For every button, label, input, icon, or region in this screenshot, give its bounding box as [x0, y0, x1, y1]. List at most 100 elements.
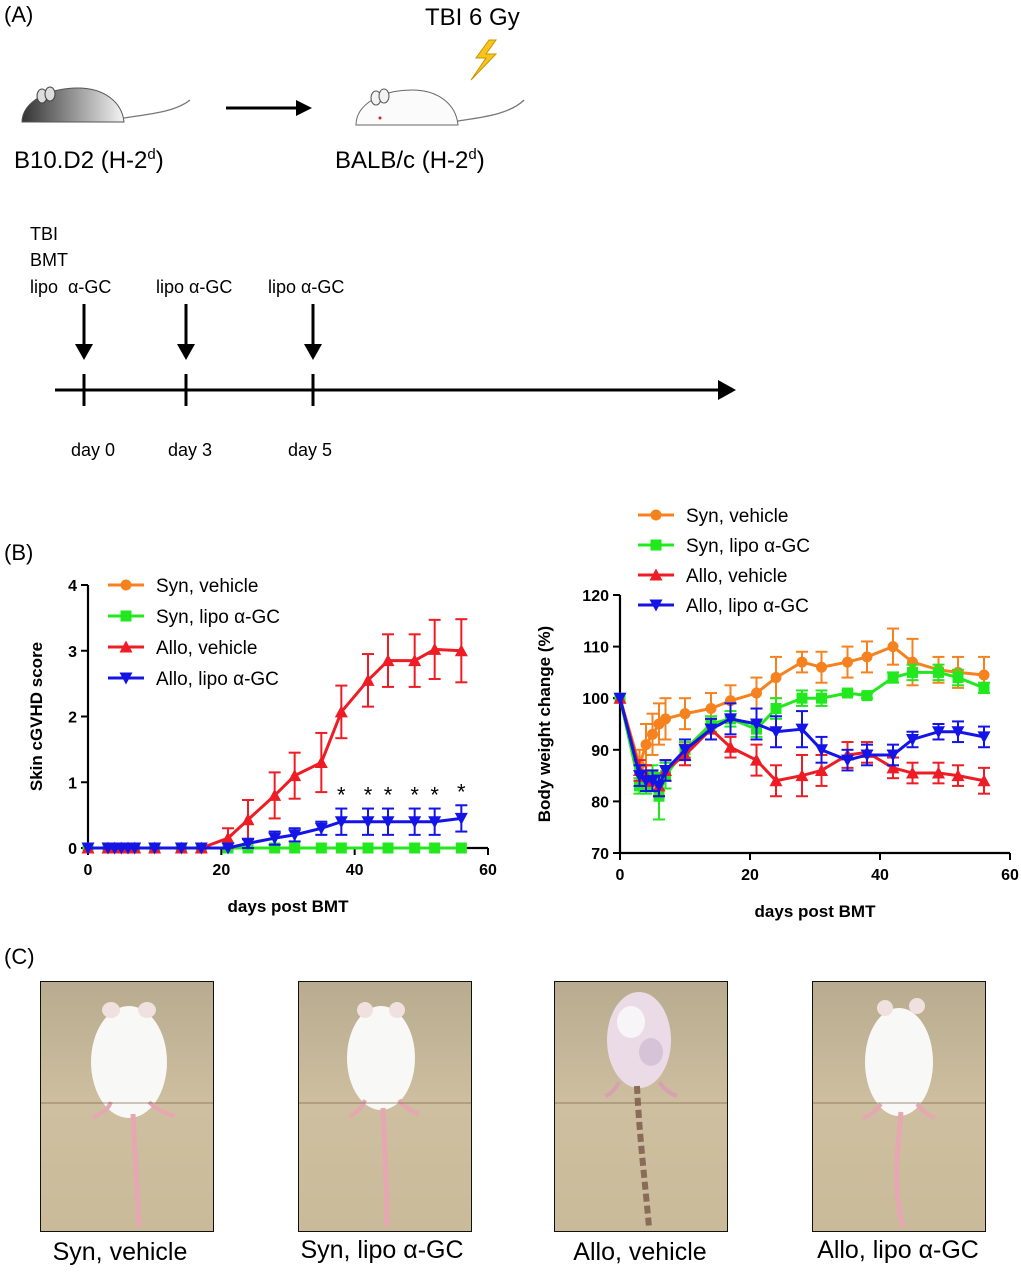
weight-xtick-label-2: 40 [871, 867, 889, 884]
mouse-photo-syn-vehicle [91, 1002, 176, 1228]
skin-point [455, 842, 467, 854]
weight-point [978, 669, 990, 681]
event-day5-label: lipo α-GC [268, 277, 345, 297]
weight-point [633, 770, 646, 783]
weight-point [861, 690, 873, 702]
weight-point [906, 733, 919, 746]
skin-point [361, 816, 375, 829]
skin-significance-0: * [337, 783, 346, 808]
skin-point [241, 837, 255, 850]
weight-point [887, 672, 899, 684]
weight-point [640, 739, 652, 751]
arrow-day0 [75, 304, 93, 360]
day5-label: day 5 [288, 440, 333, 460]
weight-point [952, 672, 964, 684]
weight-point [704, 723, 718, 736]
skin-point [428, 642, 442, 655]
skin-ytick-label-0: 0 [68, 841, 77, 858]
skin-xtick-label-3: 60 [479, 862, 497, 879]
skin-point [241, 813, 255, 826]
skin-point [408, 816, 422, 829]
skin-ytick-label-3: 3 [68, 644, 77, 661]
weight-point [933, 666, 944, 678]
weight-ytick-label-0: 70 [591, 846, 609, 863]
skin-point [429, 842, 441, 854]
weight-ytick-label-1: 80 [591, 794, 609, 811]
weight-legend-marker [649, 568, 663, 581]
weight-legend-item-2: Allo, vehicle [638, 566, 787, 587]
weight-point [613, 692, 627, 705]
weight-point [659, 764, 672, 777]
weight-point [796, 656, 808, 668]
skin-point [288, 829, 302, 842]
weight-point [977, 731, 991, 744]
panel-a-illustration [21, 39, 525, 126]
weight-point [841, 754, 854, 767]
skin-point [314, 822, 328, 835]
skin-point [148, 842, 162, 855]
weight-point [770, 672, 782, 684]
skin-legend-item-3: Allo, lipo α-GC [108, 669, 279, 690]
arrow-day3 [177, 304, 195, 360]
weight-ylabel: Body weight change (%) [535, 626, 554, 822]
photo-syn-vehicle [40, 981, 214, 1232]
panel-c-label: (C) [4, 944, 35, 969]
skin-significance-4: * [430, 783, 439, 808]
skin-point [314, 756, 328, 769]
weight-point [951, 726, 965, 739]
weight-point [795, 723, 809, 736]
weight-point [932, 766, 945, 779]
skin-point [361, 673, 375, 686]
skin-point [128, 842, 142, 855]
skin-legend-item-2: Allo, vehicle [108, 638, 257, 659]
weight-point [751, 687, 762, 699]
weight-legend-label-0: Syn, vehicle [686, 506, 788, 527]
photo-allo-lipo [812, 981, 986, 1232]
skin-series-3 [81, 804, 468, 855]
recipient-strain-label: BALB/c (H-2d) [335, 146, 485, 174]
weight-point [816, 661, 827, 673]
weight-point [842, 687, 853, 699]
weight-point [816, 692, 827, 704]
weight-point [907, 666, 918, 678]
weight-point [932, 726, 945, 739]
weight-point [750, 753, 763, 766]
mouse-photo-allo-lipo [862, 998, 936, 1228]
donor-strain-label: B10.D2 (H-2d) [14, 146, 164, 174]
skin-point [381, 654, 395, 667]
skin-point [288, 769, 302, 782]
caption-syn-vehicle: Syn, vehicle [52, 1238, 188, 1266]
mouse-photo-allo-vehicle [604, 992, 678, 1228]
arrow-day5 [304, 304, 322, 360]
weight-point [977, 774, 991, 787]
weight-point [750, 718, 763, 731]
weight-legend-marker [650, 539, 662, 551]
weight-point [705, 703, 717, 715]
skin-significance-5: * [457, 779, 466, 804]
skin-point [194, 842, 208, 855]
event-day0-line1: TBI [30, 224, 59, 244]
skin-point [334, 705, 348, 718]
weight-legend-item-0: Syn, vehicle [638, 506, 788, 527]
weight-ytick-label-5: 120 [582, 588, 609, 605]
skin-point [268, 832, 282, 845]
recipient-mouse-icon [355, 88, 525, 126]
weight-point [660, 713, 671, 725]
day0-label: day 0 [71, 440, 116, 460]
panel-a-label: (A) [4, 2, 34, 27]
weight-legend-label-1: Syn, lipo α-GC [686, 536, 810, 557]
skin-point [382, 842, 394, 854]
skin-point [362, 842, 374, 854]
skin-ytick-label-2: 2 [68, 710, 77, 727]
weight-legend-marker [649, 599, 663, 612]
skin-ylabel: Skin cGVHD score [27, 642, 46, 791]
weight-xtick-label-3: 60 [1001, 867, 1019, 884]
weight-point [951, 769, 965, 782]
skin-point [315, 842, 327, 854]
skin-legend-marker [119, 640, 133, 653]
day3-label: day 3 [168, 440, 213, 460]
skin-point [334, 816, 348, 829]
weight-legend-marker [650, 509, 662, 521]
skin-point [408, 654, 422, 667]
skin-point [174, 842, 188, 855]
